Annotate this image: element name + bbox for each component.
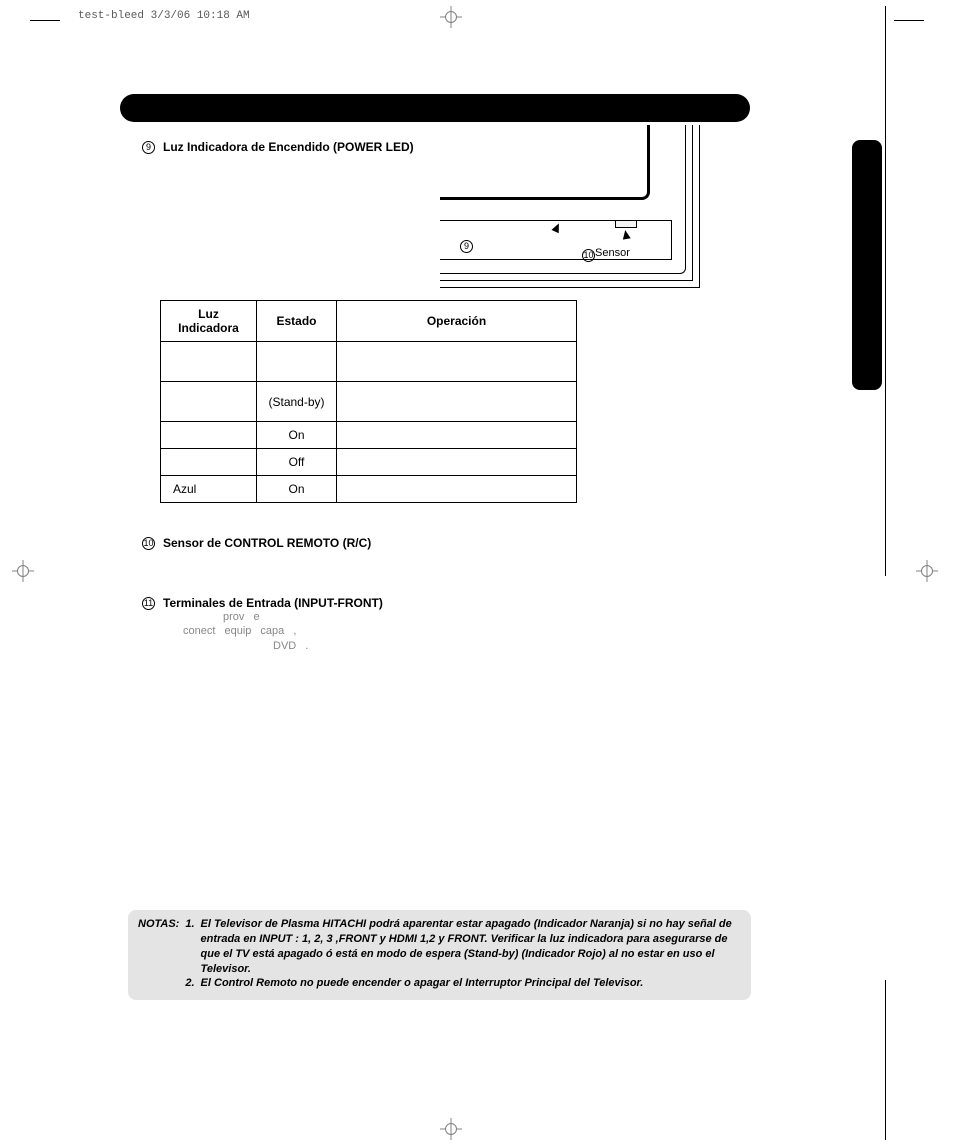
reg-mark-left bbox=[12, 560, 34, 582]
table-header-row: Luz Indicadora Estado Operación bbox=[161, 301, 577, 342]
print-slug: test-bleed 3/3/06 10:18 AM bbox=[78, 10, 250, 22]
td-op bbox=[337, 342, 577, 382]
reg-mark-right bbox=[916, 560, 938, 582]
circled-number-11: 11 bbox=[142, 597, 155, 610]
table-row: Azul On bbox=[161, 476, 577, 503]
th-operacion: Operación bbox=[337, 301, 577, 342]
note-num: 2. bbox=[185, 976, 194, 991]
item-11: 11 Terminales de Entrada (INPUT-FRONT) p… bbox=[142, 596, 742, 657]
diagram-marker-9: 9 bbox=[460, 240, 473, 253]
diagram-marker-10: 10 bbox=[582, 249, 595, 262]
section-title-bar bbox=[120, 94, 750, 122]
crop-tick bbox=[894, 20, 924, 21]
th-estado: Estado bbox=[257, 301, 337, 342]
table-row: (Stand-by) bbox=[161, 382, 577, 422]
circled-number-10: 10 bbox=[142, 537, 155, 550]
diagram-sensor-label: Sensor bbox=[595, 247, 630, 259]
table-row: Off bbox=[161, 449, 577, 476]
td-ind: Azul bbox=[161, 476, 257, 503]
item-10: 10 Sensor de CONTROL REMOTO (R/C) bbox=[142, 536, 742, 554]
td-ind bbox=[161, 342, 257, 382]
td-op bbox=[337, 422, 577, 449]
notes-label: NOTAS: bbox=[138, 917, 179, 991]
item-9-title: Luz Indicadora de Encendido (POWER LED) bbox=[163, 140, 414, 154]
th-indicadora: Luz Indicadora bbox=[161, 301, 257, 342]
note-item-2: 2. El Control Remoto no puede encender o… bbox=[185, 976, 741, 991]
td-est: Off bbox=[257, 449, 337, 476]
td-est: (Stand-by) bbox=[257, 382, 337, 422]
td-ind bbox=[161, 449, 257, 476]
td-op bbox=[337, 382, 577, 422]
note-item-1: 1. El Televisor de Plasma HITACHI podrá … bbox=[185, 917, 741, 976]
item-11-title: Terminales de Entrada (INPUT-FRONT) bbox=[163, 596, 383, 610]
table-row bbox=[161, 342, 577, 382]
reg-mark-top bbox=[440, 6, 462, 28]
tv-diagram: 9 10 Sensor bbox=[440, 125, 700, 300]
frame-line bbox=[885, 980, 886, 1140]
td-est bbox=[257, 342, 337, 382]
reg-mark-bottom bbox=[440, 1118, 462, 1140]
td-ind bbox=[161, 422, 257, 449]
note-num: 1. bbox=[185, 917, 194, 976]
td-op bbox=[337, 449, 577, 476]
table-row: On bbox=[161, 422, 577, 449]
frame-line bbox=[885, 6, 886, 576]
td-op bbox=[337, 476, 577, 503]
item-11-body-line2: conect equip capa , bbox=[163, 624, 383, 638]
td-est: On bbox=[257, 476, 337, 503]
note-text: El Control Remoto no puede encender o ap… bbox=[201, 976, 644, 991]
item-11-body-line3: DVD . bbox=[163, 639, 383, 653]
crop-tick bbox=[30, 20, 60, 21]
item-10-title: Sensor de CONTROL REMOTO (R/C) bbox=[163, 536, 371, 550]
item-11-body-line1: prov e bbox=[163, 610, 383, 624]
notes-box: NOTAS: 1. El Televisor de Plasma HITACHI… bbox=[128, 910, 751, 1000]
note-text: El Televisor de Plasma HITACHI podrá apa… bbox=[201, 917, 741, 976]
led-table: Luz Indicadora Estado Operación (Stand-b… bbox=[160, 300, 577, 503]
td-ind bbox=[161, 382, 257, 422]
td-est: On bbox=[257, 422, 337, 449]
circled-number-9: 9 bbox=[142, 141, 155, 154]
side-tab bbox=[852, 140, 882, 390]
